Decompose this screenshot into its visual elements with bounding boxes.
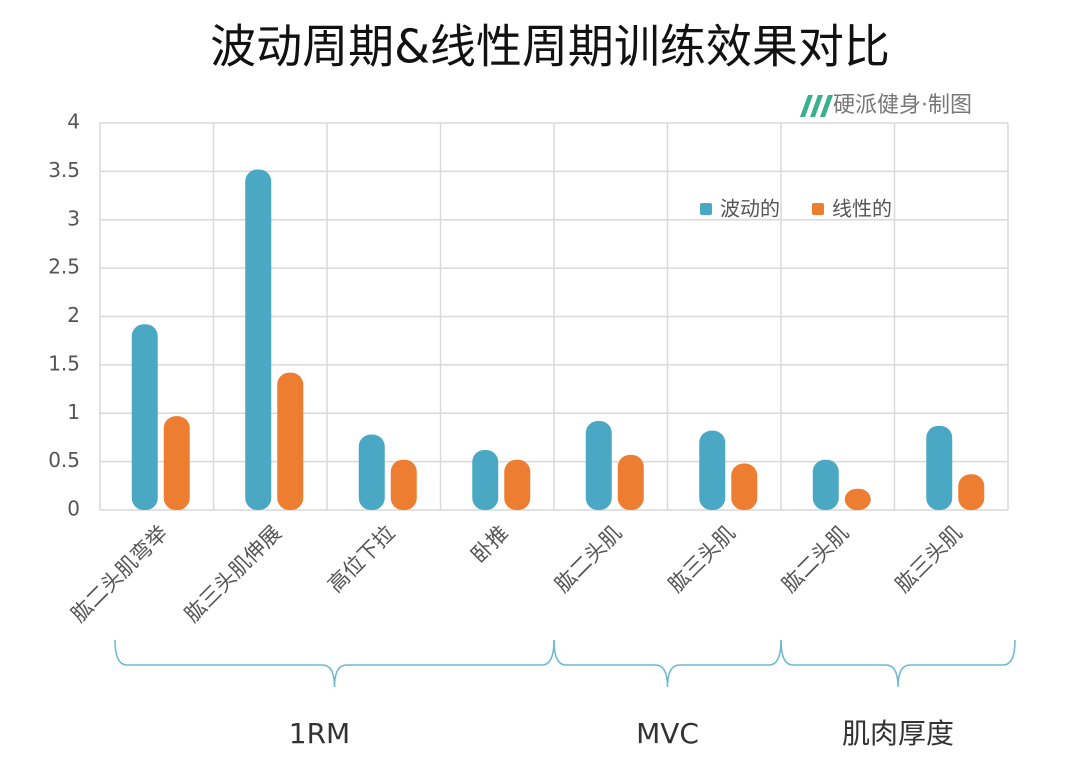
y-tick-label: 3.5 xyxy=(48,158,80,182)
credit-logo xyxy=(800,95,833,117)
bar xyxy=(926,425,953,510)
bar xyxy=(844,488,871,510)
group-label: MVC xyxy=(636,717,699,750)
y-tick-label: 0 xyxy=(67,497,80,521)
y-tick-label: 0.5 xyxy=(48,448,80,472)
credit: 硬派健身·制图 xyxy=(833,93,972,118)
x-tick-label: 肱三头肌 xyxy=(891,521,967,597)
legend-label: 波动的 xyxy=(720,197,780,221)
bar xyxy=(277,372,304,510)
bar xyxy=(390,459,417,510)
bar xyxy=(585,420,612,510)
group-bracket xyxy=(553,639,782,688)
bar xyxy=(472,450,499,510)
y-tick-label: 3 xyxy=(67,206,80,230)
x-tick-label: 肱二头肌 xyxy=(777,521,853,597)
bar xyxy=(358,434,385,510)
y-tick-label: 2.5 xyxy=(48,255,80,279)
bar xyxy=(504,459,531,510)
group-bracket xyxy=(114,639,555,688)
x-tick-label: 肱二头肌 xyxy=(550,521,626,597)
x-tick-label: 高位下拉 xyxy=(323,521,399,597)
bar xyxy=(731,463,758,510)
bar xyxy=(163,416,190,510)
x-tick-label: 肱二头肌弯举 xyxy=(66,521,172,627)
y-tick-label: 2 xyxy=(67,303,80,327)
bar xyxy=(245,169,272,510)
legend-swatch xyxy=(700,203,712,215)
bar xyxy=(131,324,158,510)
x-tick-label: 肱三头肌 xyxy=(664,521,740,597)
x-tick-label: 肱三头肌伸展 xyxy=(180,521,286,627)
bar xyxy=(958,474,985,510)
y-tick-label: 4 xyxy=(67,110,80,134)
group-label: 肌肉厚度 xyxy=(842,717,954,750)
group-bracket xyxy=(780,639,1016,688)
bar xyxy=(617,454,644,510)
x-tick-label: 卧推 xyxy=(466,521,513,568)
legend-swatch xyxy=(812,203,824,215)
y-tick-label: 1 xyxy=(67,400,80,424)
bar xyxy=(699,430,726,510)
group-label: 1RM xyxy=(289,717,350,750)
chart-title: 波动周期&线性周期训练效果对比 xyxy=(210,20,890,74)
legend-label: 线性的 xyxy=(832,197,892,221)
y-tick-label: 1.5 xyxy=(48,351,80,375)
bar xyxy=(812,459,839,510)
